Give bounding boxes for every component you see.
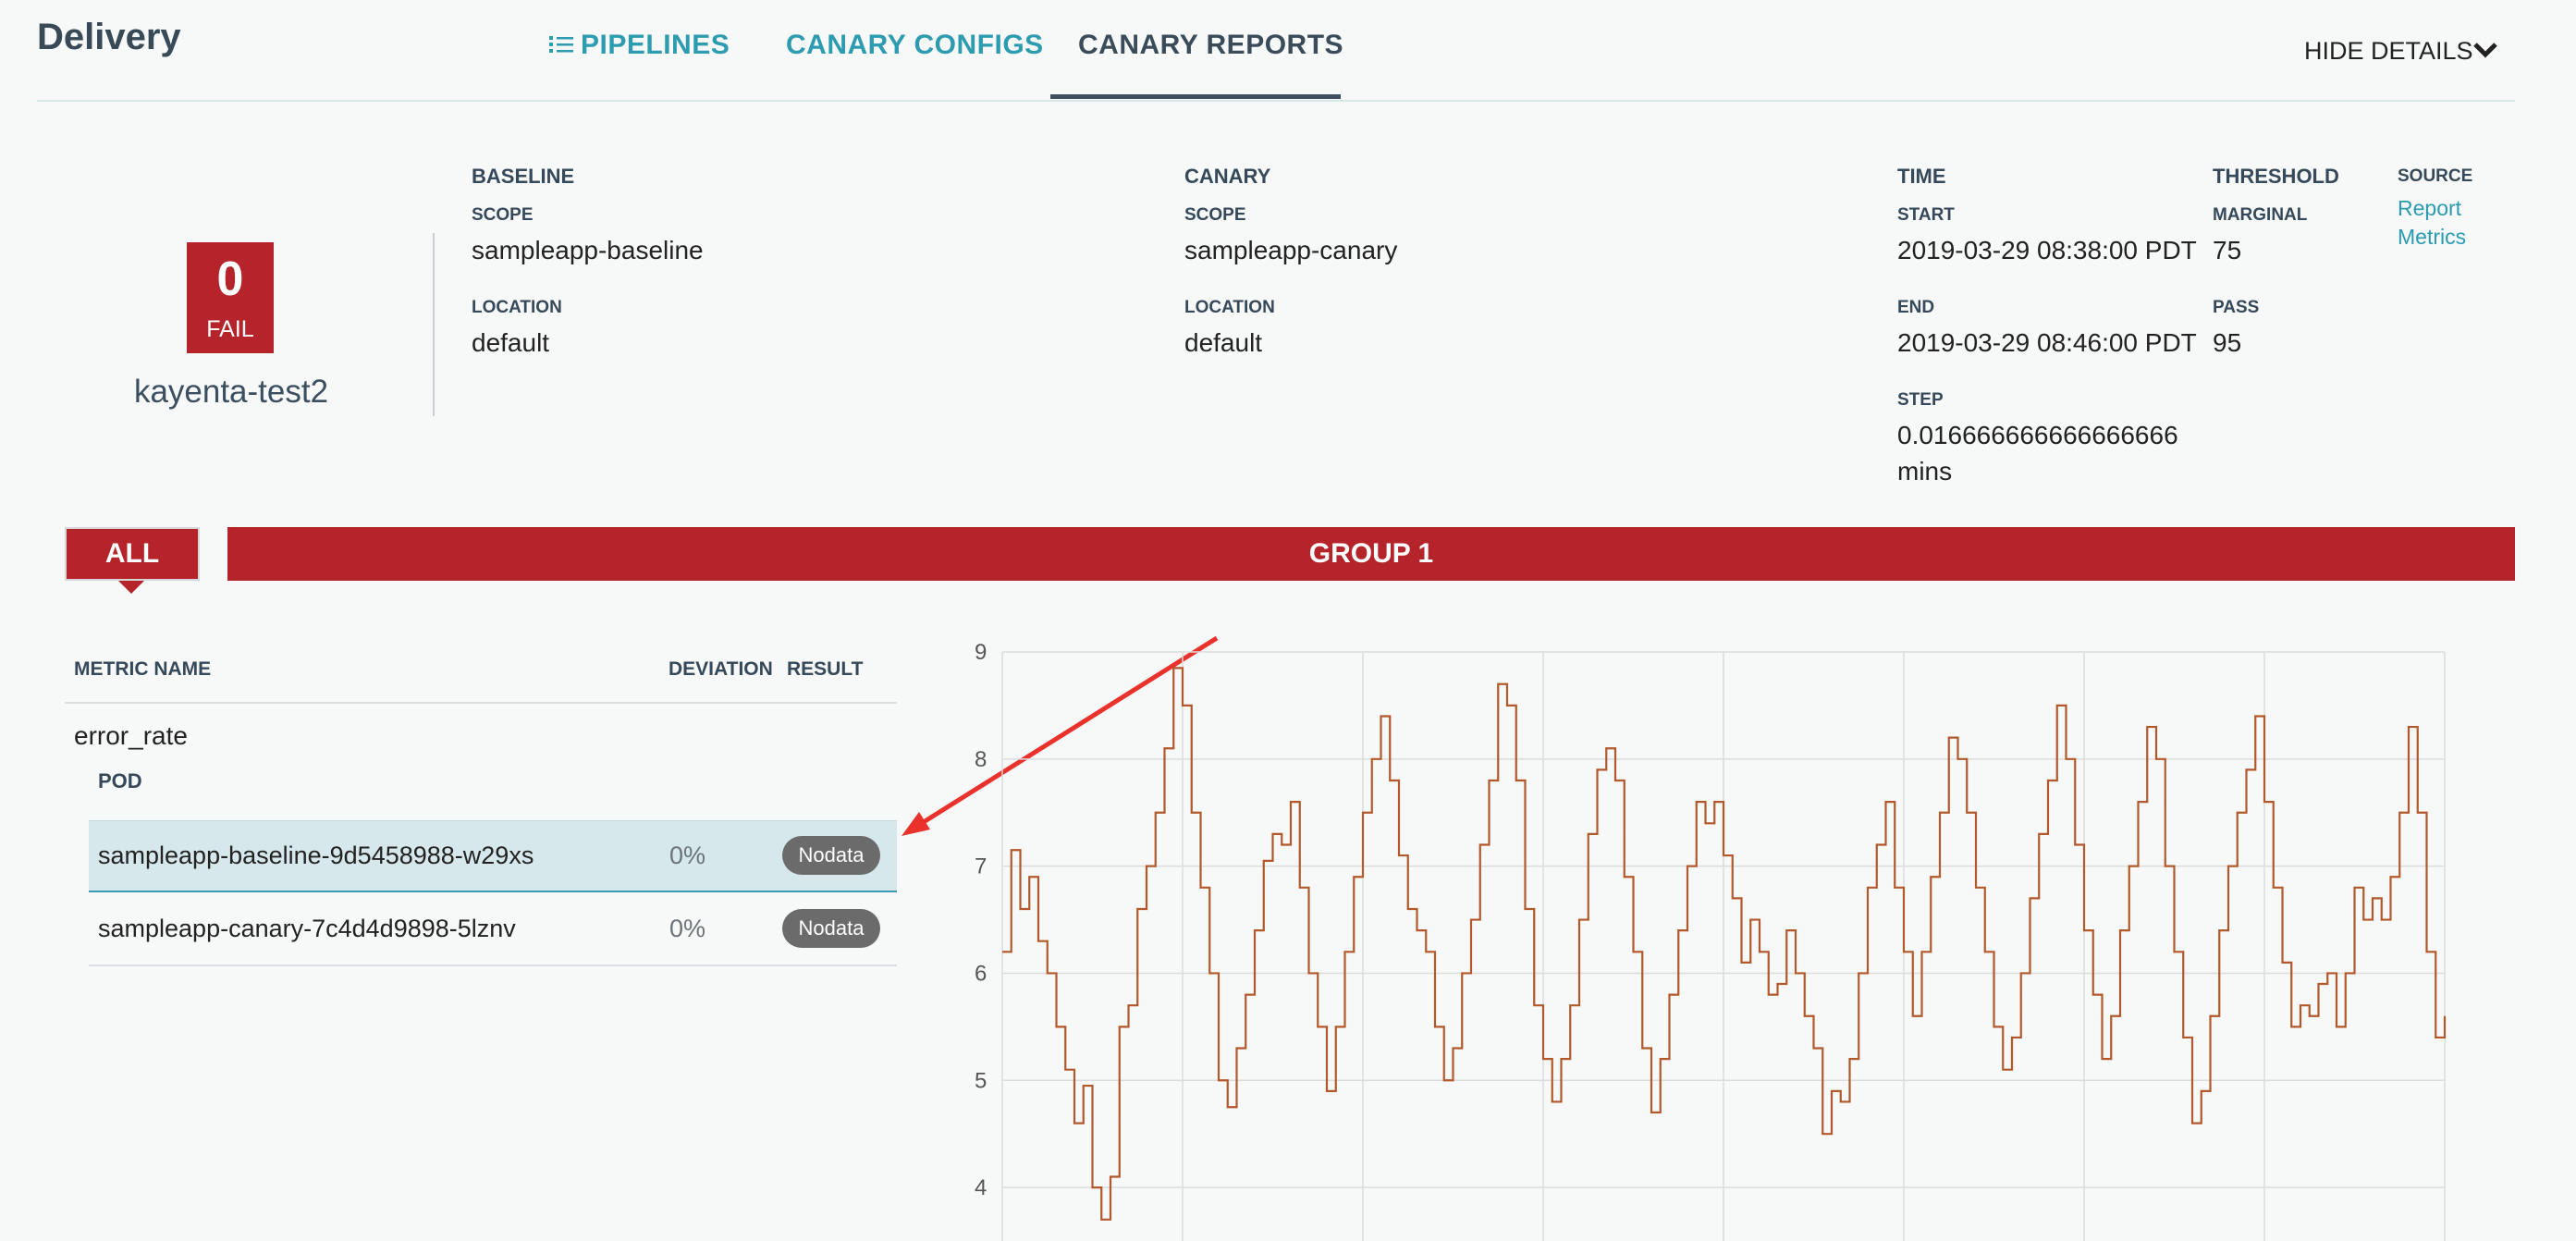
baseline-location-label: LOCATION xyxy=(472,298,562,317)
col-result[interactable]: RESULT xyxy=(787,658,864,680)
canary-scope-label: SCOPE xyxy=(1184,205,1246,225)
app-title: Delivery xyxy=(37,17,181,57)
pod-name: sampleapp-canary-7c4d4d9898-5lznv xyxy=(98,915,516,942)
col-deviation[interactable]: DEVIATION xyxy=(669,658,773,680)
canary-scope: sampleapp-canary xyxy=(1184,236,1398,264)
pod-name: sampleapp-baseline-9d5458988-w29xs xyxy=(98,842,534,869)
y-tick-label: 4 xyxy=(975,1175,987,1200)
annotation-arrow xyxy=(902,635,1219,836)
chevron-down-icon xyxy=(2473,43,2497,58)
group-1-bar[interactable]: GROUP 1 xyxy=(227,527,2515,581)
y-tick-label: 6 xyxy=(975,961,987,986)
metric-name[interactable]: error_rate xyxy=(74,721,188,750)
col-metric-name[interactable]: METRIC NAME xyxy=(74,658,212,680)
error-rate-chart: 4 5 6 7 8 9 xyxy=(975,640,2447,1241)
canary-location-label: LOCATION xyxy=(1184,298,1275,317)
canary-location: default xyxy=(1184,328,1263,357)
active-tab-indicator xyxy=(1050,94,1341,99)
threshold-title: THRESHOLD xyxy=(2213,165,2339,188)
baseline-location: default xyxy=(472,328,550,357)
table-row[interactable]: sampleapp-baseline-9d5458988-w29xs 0% No… xyxy=(89,820,897,892)
result-badge: Nodata xyxy=(782,836,880,875)
y-tick-label: 5 xyxy=(975,1068,987,1093)
deviation-value: 0% xyxy=(669,842,706,869)
time-start-label: START xyxy=(1897,205,1955,225)
config-name: kayenta-test2 xyxy=(133,374,329,410)
tab-canary-reports[interactable]: CANARY REPORTS xyxy=(1078,30,1344,60)
source-metrics-link[interactable]: Metrics xyxy=(2398,225,2467,249)
time-start: 2019-03-29 08:38:00 PDT xyxy=(1897,236,2197,264)
source-report-link[interactable]: Report xyxy=(2398,196,2462,220)
time-end: 2019-03-29 08:46:00 PDT xyxy=(1897,328,2197,357)
table-row[interactable]: sampleapp-canary-7c4d4d9898-5lznv 0% Nod… xyxy=(89,894,897,966)
y-tick-label: 9 xyxy=(975,640,987,665)
time-title: TIME xyxy=(1897,165,1946,188)
result-badge: Nodata xyxy=(782,909,880,948)
threshold-marginal: 75 xyxy=(2213,236,2242,264)
time-step-unit: mins xyxy=(1897,457,1953,485)
tab-pipelines[interactable]: PIPELINES xyxy=(549,30,730,61)
tab-canary-configs[interactable]: CANARY CONFIGS xyxy=(786,30,1044,60)
score-divider xyxy=(433,233,435,416)
baseline-scope: sampleapp-baseline xyxy=(472,236,704,264)
deviation-value: 0% xyxy=(669,915,706,942)
y-tick-label: 7 xyxy=(975,854,987,879)
group-all-tab[interactable]: ALL xyxy=(65,527,200,581)
score-status: FAIL xyxy=(206,316,254,342)
list-icon xyxy=(549,36,573,53)
time-end-label: END xyxy=(1897,298,1935,317)
table-header-divider xyxy=(65,702,897,704)
hide-details-button[interactable]: HIDE DETAILS xyxy=(2304,37,2497,66)
threshold-pass: 95 xyxy=(2213,328,2242,357)
pod-label: POD xyxy=(98,769,142,793)
y-tick-label: 8 xyxy=(975,747,987,772)
time-step-label: STEP xyxy=(1897,390,1944,410)
threshold-marginal-label: MARGINAL xyxy=(2213,205,2308,225)
time-step-value: 0.016666666666666666 xyxy=(1897,421,2178,449)
score-value: 0 xyxy=(216,252,244,306)
score-badge: 0 FAIL xyxy=(187,242,274,353)
header-divider xyxy=(37,100,2515,102)
tab-pipelines-label: PIPELINES xyxy=(581,30,730,60)
baseline-scope-label: SCOPE xyxy=(472,205,534,225)
hide-details-label: HIDE DETAILS xyxy=(2304,37,2473,65)
threshold-pass-label: PASS xyxy=(2213,298,2260,317)
baseline-title: BASELINE xyxy=(472,165,575,188)
source-title: SOURCE xyxy=(2398,166,2473,186)
canary-title: CANARY xyxy=(1184,165,1271,188)
group-all-caret xyxy=(118,581,144,594)
series-line-error-rate xyxy=(1002,667,2447,1221)
